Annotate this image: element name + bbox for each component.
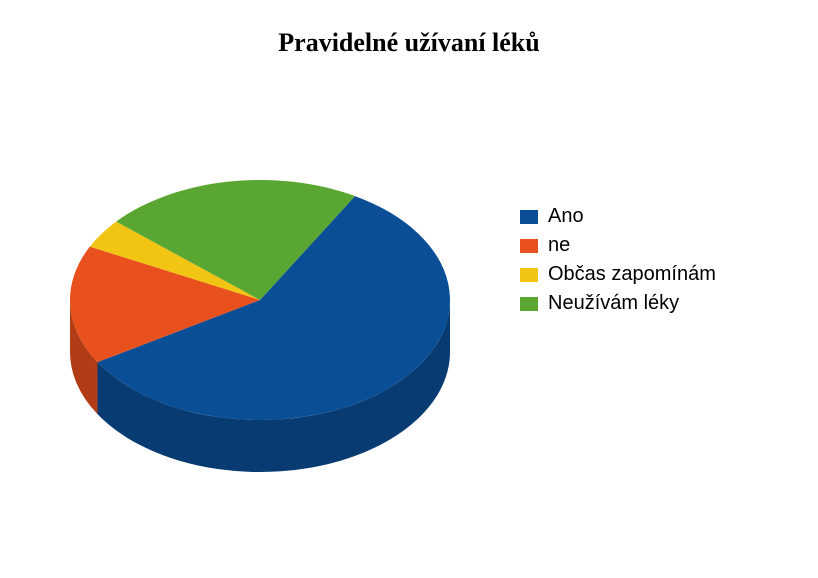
legend-item-1: ne [520,234,716,257]
legend-label: Ano [548,205,584,228]
legend-swatch [520,210,538,224]
legend-swatch [520,268,538,282]
legend-item-0: Ano [520,205,716,228]
chart-page: Pravidelné užívaní léků Ano ne Občas zapom… [0,0,818,578]
legend-swatch [520,297,538,311]
chart-legend: Ano ne Občas zapomínám Neužívám léky [520,205,716,321]
chart-title: Pravidelné užívaní léků [0,28,818,58]
legend-label: ne [548,234,570,257]
legend-label: Neužívám léky [548,292,679,315]
pie-chart [60,170,460,482]
legend-label: Občas zapomínám [548,263,716,286]
pie-chart-svg [60,170,460,482]
legend-item-3: Neužívám léky [520,292,716,315]
legend-item-2: Občas zapomínám [520,263,716,286]
legend-swatch [520,239,538,253]
